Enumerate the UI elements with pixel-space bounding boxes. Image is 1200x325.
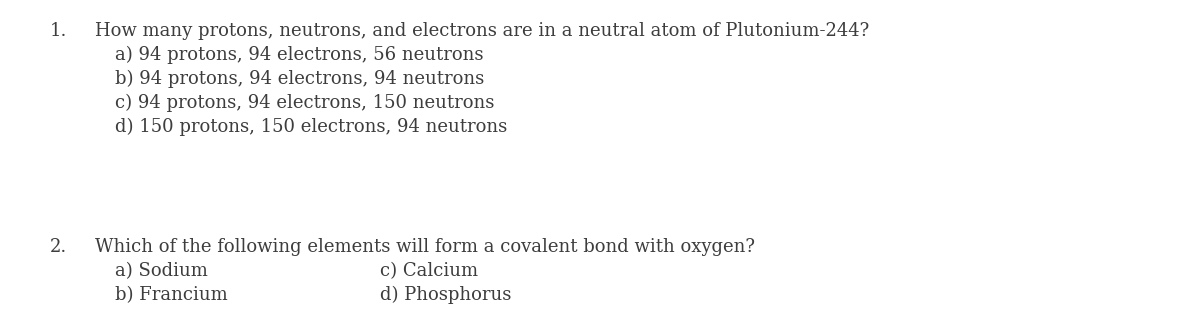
Text: b) Francium: b) Francium — [115, 286, 228, 304]
Text: b) 94 protons, 94 electrons, 94 neutrons: b) 94 protons, 94 electrons, 94 neutrons — [115, 70, 485, 88]
Text: a) Sodium: a) Sodium — [115, 262, 208, 280]
Text: How many protons, neutrons, and electrons are in a neutral atom of Plutonium-244: How many protons, neutrons, and electron… — [95, 22, 869, 40]
Text: 1.: 1. — [50, 22, 67, 40]
Text: 2.: 2. — [50, 238, 67, 256]
Text: Which of the following elements will form a covalent bond with oxygen?: Which of the following elements will for… — [95, 238, 755, 256]
Text: d) 150 protons, 150 electrons, 94 neutrons: d) 150 protons, 150 electrons, 94 neutro… — [115, 118, 508, 136]
Text: c) Calcium: c) Calcium — [380, 262, 478, 280]
Text: c) 94 protons, 94 electrons, 150 neutrons: c) 94 protons, 94 electrons, 150 neutron… — [115, 94, 494, 112]
Text: d) Phosphorus: d) Phosphorus — [380, 286, 511, 304]
Text: a) 94 protons, 94 electrons, 56 neutrons: a) 94 protons, 94 electrons, 56 neutrons — [115, 46, 484, 64]
